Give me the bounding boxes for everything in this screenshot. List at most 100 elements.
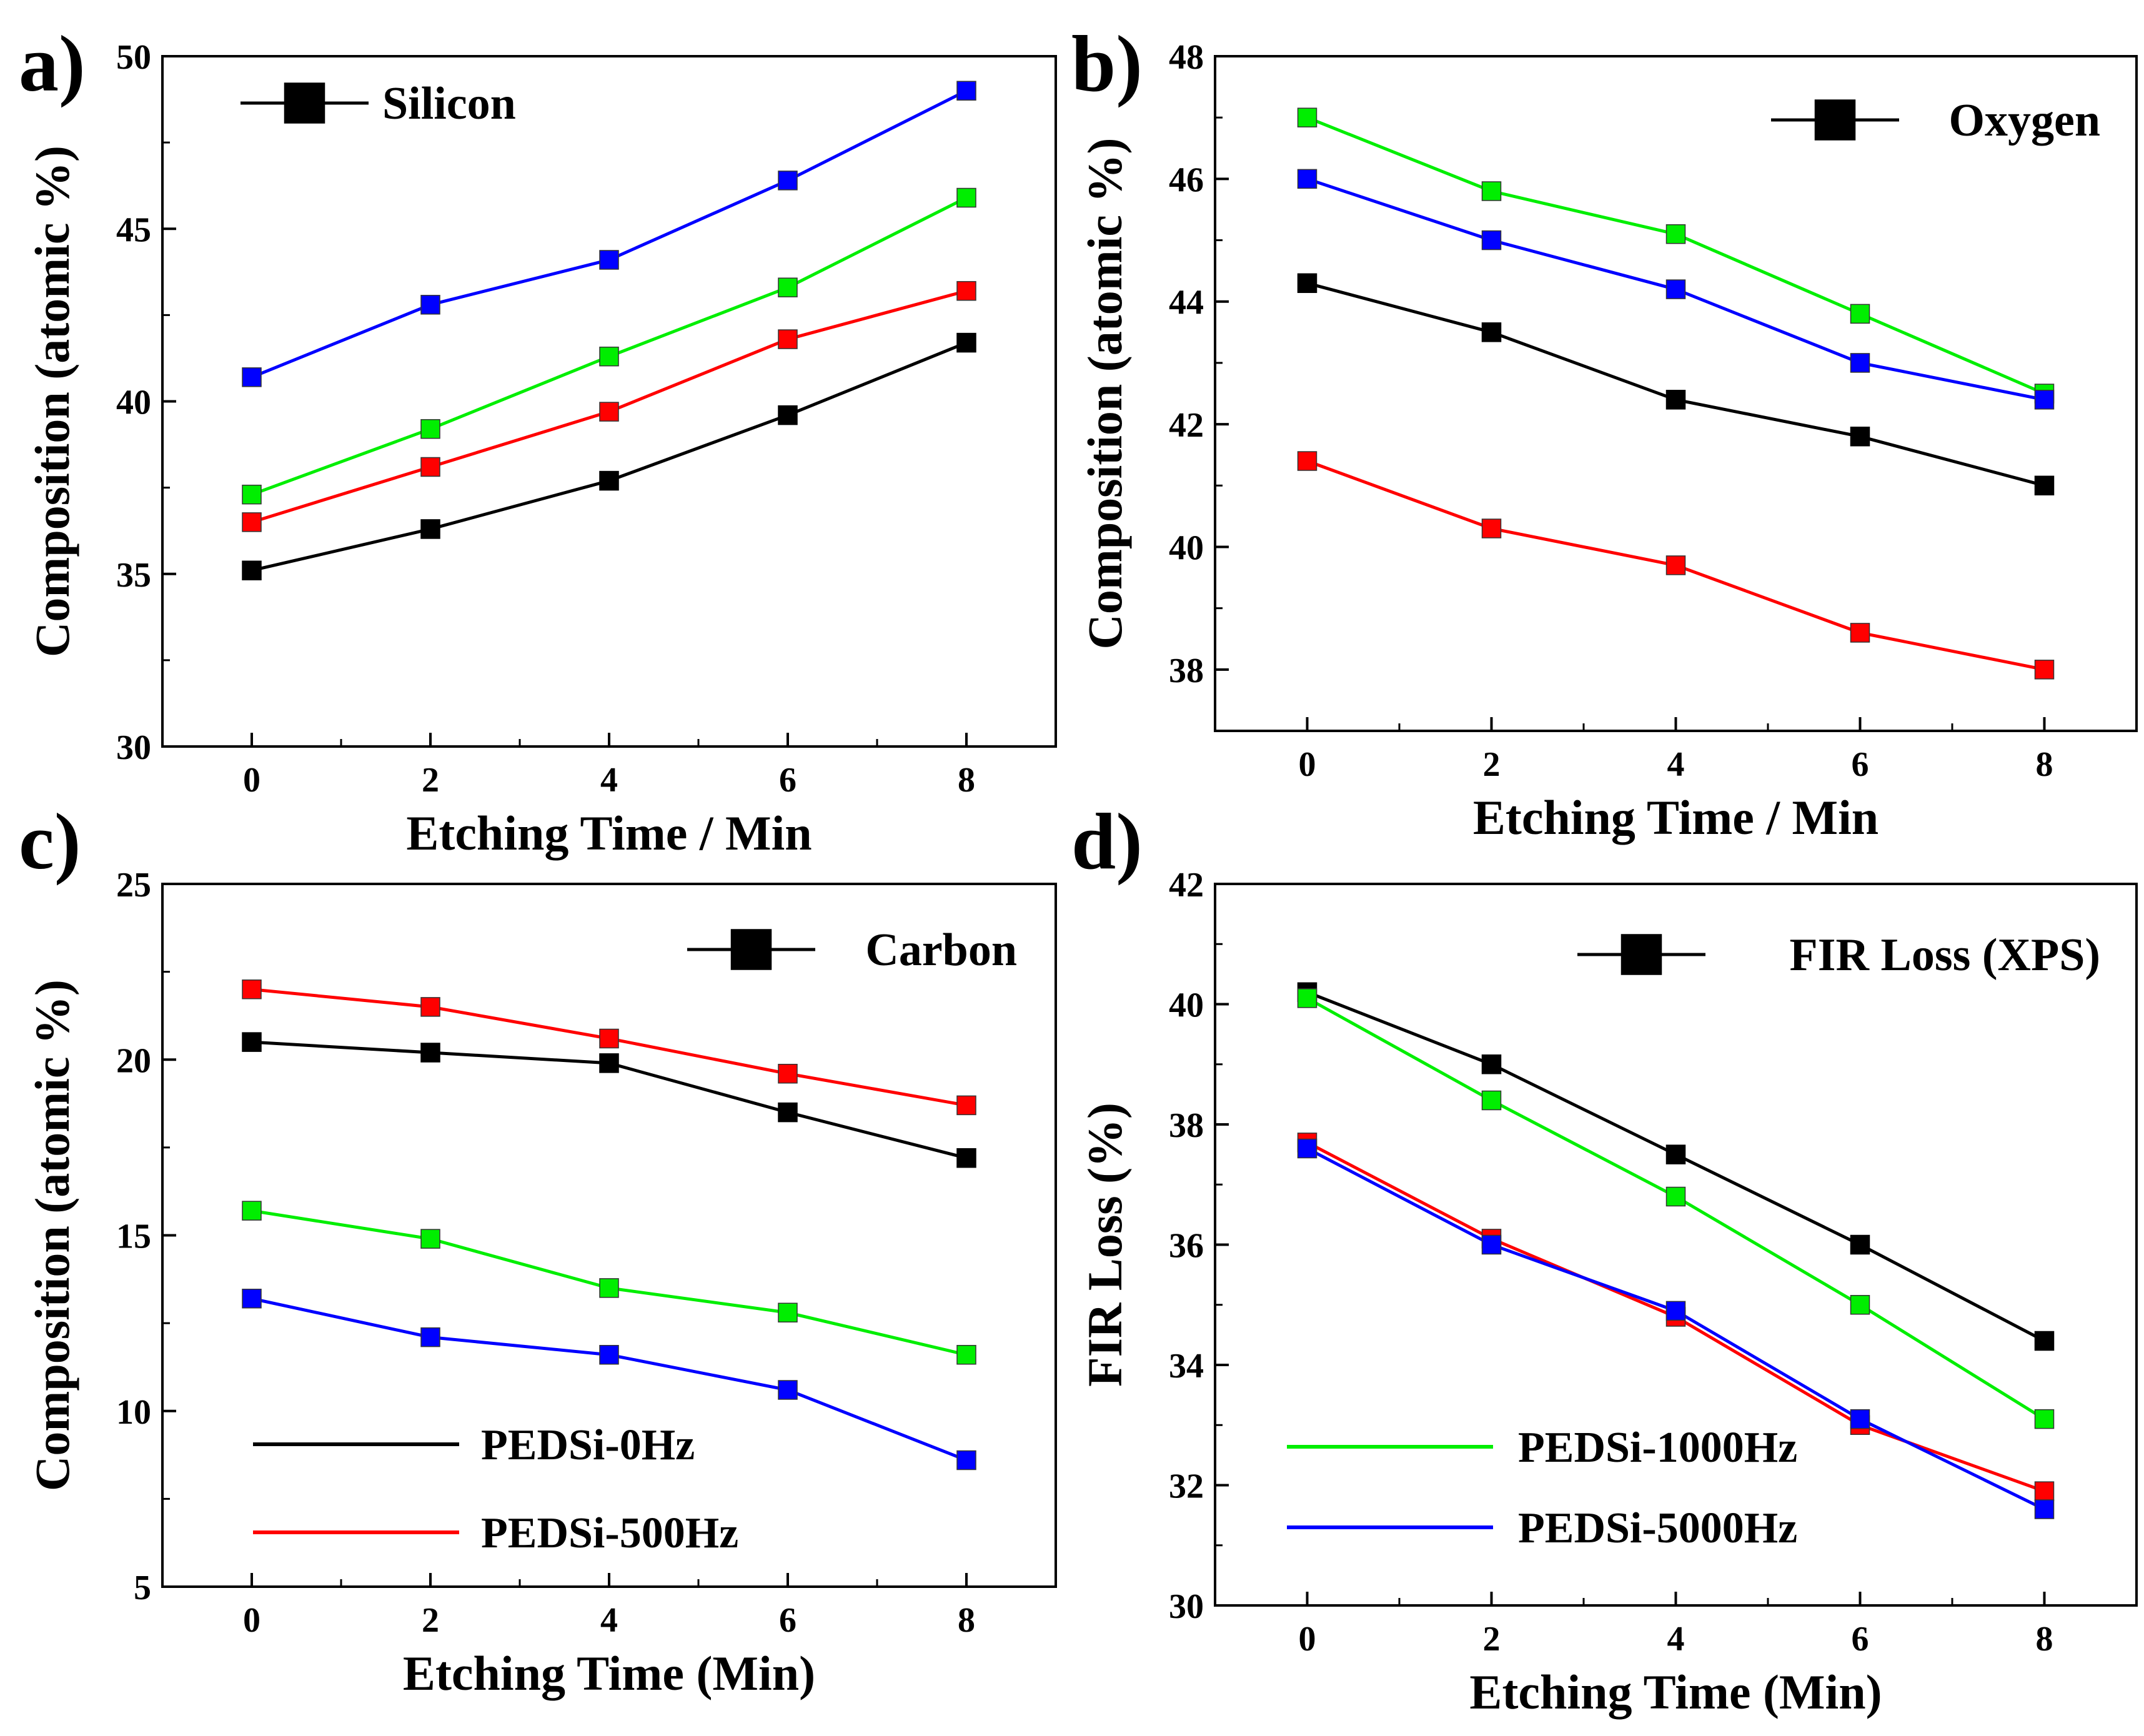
series-line: [1306, 281, 2045, 487]
data-point: [2034, 1481, 2055, 1501]
data-point: [1850, 1234, 1870, 1255]
y-tick-label: 40: [1169, 528, 1204, 567]
x-tick-label: 6: [779, 1601, 797, 1640]
data-point: [1850, 1295, 1870, 1315]
data-point: [599, 470, 619, 491]
data-point: [420, 295, 440, 315]
data-point: [2034, 1409, 2055, 1429]
y-tick-label: 45: [116, 211, 151, 249]
data-point: [1297, 169, 1318, 189]
y-tick-label: 30: [116, 728, 151, 767]
legend-label: FIR Loss (XPS): [1790, 930, 2100, 981]
x-axis-label: Etching Time / Min: [1473, 790, 1878, 845]
x-tick-label: 2: [1483, 1620, 1501, 1659]
data-point: [1665, 224, 1686, 244]
plot-frame: [161, 55, 1057, 748]
data-point: [1665, 1301, 1686, 1321]
series-legend-panel-4: PEDSi-1000Hz PEDSi-5000Hz: [1287, 1424, 1797, 1552]
chart-panel-1: 30 35 40 45 50 0 2 4 6 8 Etching Time / Min Composi…: [19, 19, 1057, 860]
data-point: [1481, 518, 1502, 538]
data-point: [2034, 1331, 2055, 1351]
data-point: [420, 419, 440, 439]
chart-panel-4: 30 32 34 36 38 40 42 0 2 4 6 8 Etching Time (Min) FIR…: [1071, 797, 2138, 1719]
data-point: [420, 997, 440, 1017]
series-line: [1306, 116, 2045, 395]
data-point: [420, 1043, 440, 1063]
data-point: [1850, 623, 1870, 643]
data-point: [599, 1278, 619, 1298]
data-point: [242, 560, 262, 580]
data-point: [242, 1032, 262, 1052]
data-point: [599, 402, 619, 422]
data-point: [420, 1327, 440, 1347]
legend-marker: [730, 929, 772, 970]
legend-marker: [284, 82, 325, 124]
data-point: [1481, 322, 1502, 342]
panel-label: c): [19, 797, 81, 886]
y-tick-label: 32: [1169, 1467, 1204, 1506]
data-point: [2034, 475, 2055, 496]
series-line: [251, 196, 968, 497]
data-point: [1297, 107, 1318, 127]
series-legend-label: PEDSi-0Hz: [481, 1421, 695, 1469]
data-point: [956, 1345, 976, 1365]
data-point: [1665, 1186, 1686, 1207]
data-point: [599, 346, 619, 367]
y-tick-label: 36: [1169, 1227, 1204, 1266]
data-point: [778, 1380, 798, 1400]
data-point: [242, 980, 262, 999]
x-tick-label: 8: [958, 761, 975, 800]
x-tick-label: 6: [1852, 1620, 1869, 1659]
data-point: [420, 457, 440, 477]
data-point: [1481, 181, 1502, 201]
data-point: [2034, 390, 2055, 410]
data-point: [242, 1201, 262, 1221]
data-point: [1665, 555, 1686, 575]
data-point: [1850, 1409, 1870, 1429]
data-point: [2034, 660, 2055, 680]
plot-frame: [1214, 883, 2138, 1607]
data-point: [1481, 1090, 1502, 1111]
data-point: [242, 484, 262, 505]
x-tick-label: 0: [243, 1601, 261, 1640]
data-point: [956, 81, 976, 101]
y-tick-label: 10: [116, 1393, 151, 1432]
x-tick-label: 0: [1299, 1620, 1316, 1659]
x-axis-label: Etching Time / Min: [406, 806, 811, 860]
y-tick-label: 20: [116, 1041, 151, 1080]
series-line: [1306, 990, 2045, 1342]
x-axis-label: Etching Time (Min): [403, 1646, 815, 1700]
series-line: [1306, 996, 2045, 1421]
series-legend-label: PEDSi-5000Hz: [1518, 1504, 1797, 1552]
data-point: [1850, 426, 1870, 447]
y-axis-label: Composition (atomic %): [25, 146, 79, 657]
data-point: [420, 519, 440, 539]
y-tick-label: 50: [116, 38, 151, 77]
data-point: [778, 1102, 798, 1123]
x-tick-label: 4: [1667, 745, 1685, 784]
y-tick-label: 48: [1169, 38, 1204, 77]
x-tick-label: 2: [1483, 745, 1501, 784]
data-point: [1481, 1054, 1502, 1074]
legend-label: Oxygen: [1948, 95, 2100, 146]
y-tick-label: 40: [116, 384, 151, 422]
y-tick-label: 5: [134, 1569, 151, 1607]
data-point: [778, 1064, 798, 1084]
data-point: [1665, 1144, 1686, 1164]
x-axis-label: Etching Time (Min): [1469, 1665, 1882, 1719]
data-point: [956, 280, 976, 301]
x-tick-label: 4: [600, 761, 618, 800]
data-point: [1481, 1234, 1502, 1255]
data-point: [778, 329, 798, 349]
y-tick-label: 34: [1169, 1347, 1204, 1386]
y-tick-label: 35: [116, 556, 151, 595]
data-point: [956, 187, 976, 208]
y-axis-label: Composition (atomic %): [25, 980, 79, 1491]
data-point: [1297, 273, 1318, 294]
y-tick-label: 30: [1169, 1587, 1204, 1626]
x-tick-label: 8: [2036, 1620, 2053, 1659]
panel-label: d): [1071, 797, 1143, 886]
data-point: [599, 1053, 619, 1073]
